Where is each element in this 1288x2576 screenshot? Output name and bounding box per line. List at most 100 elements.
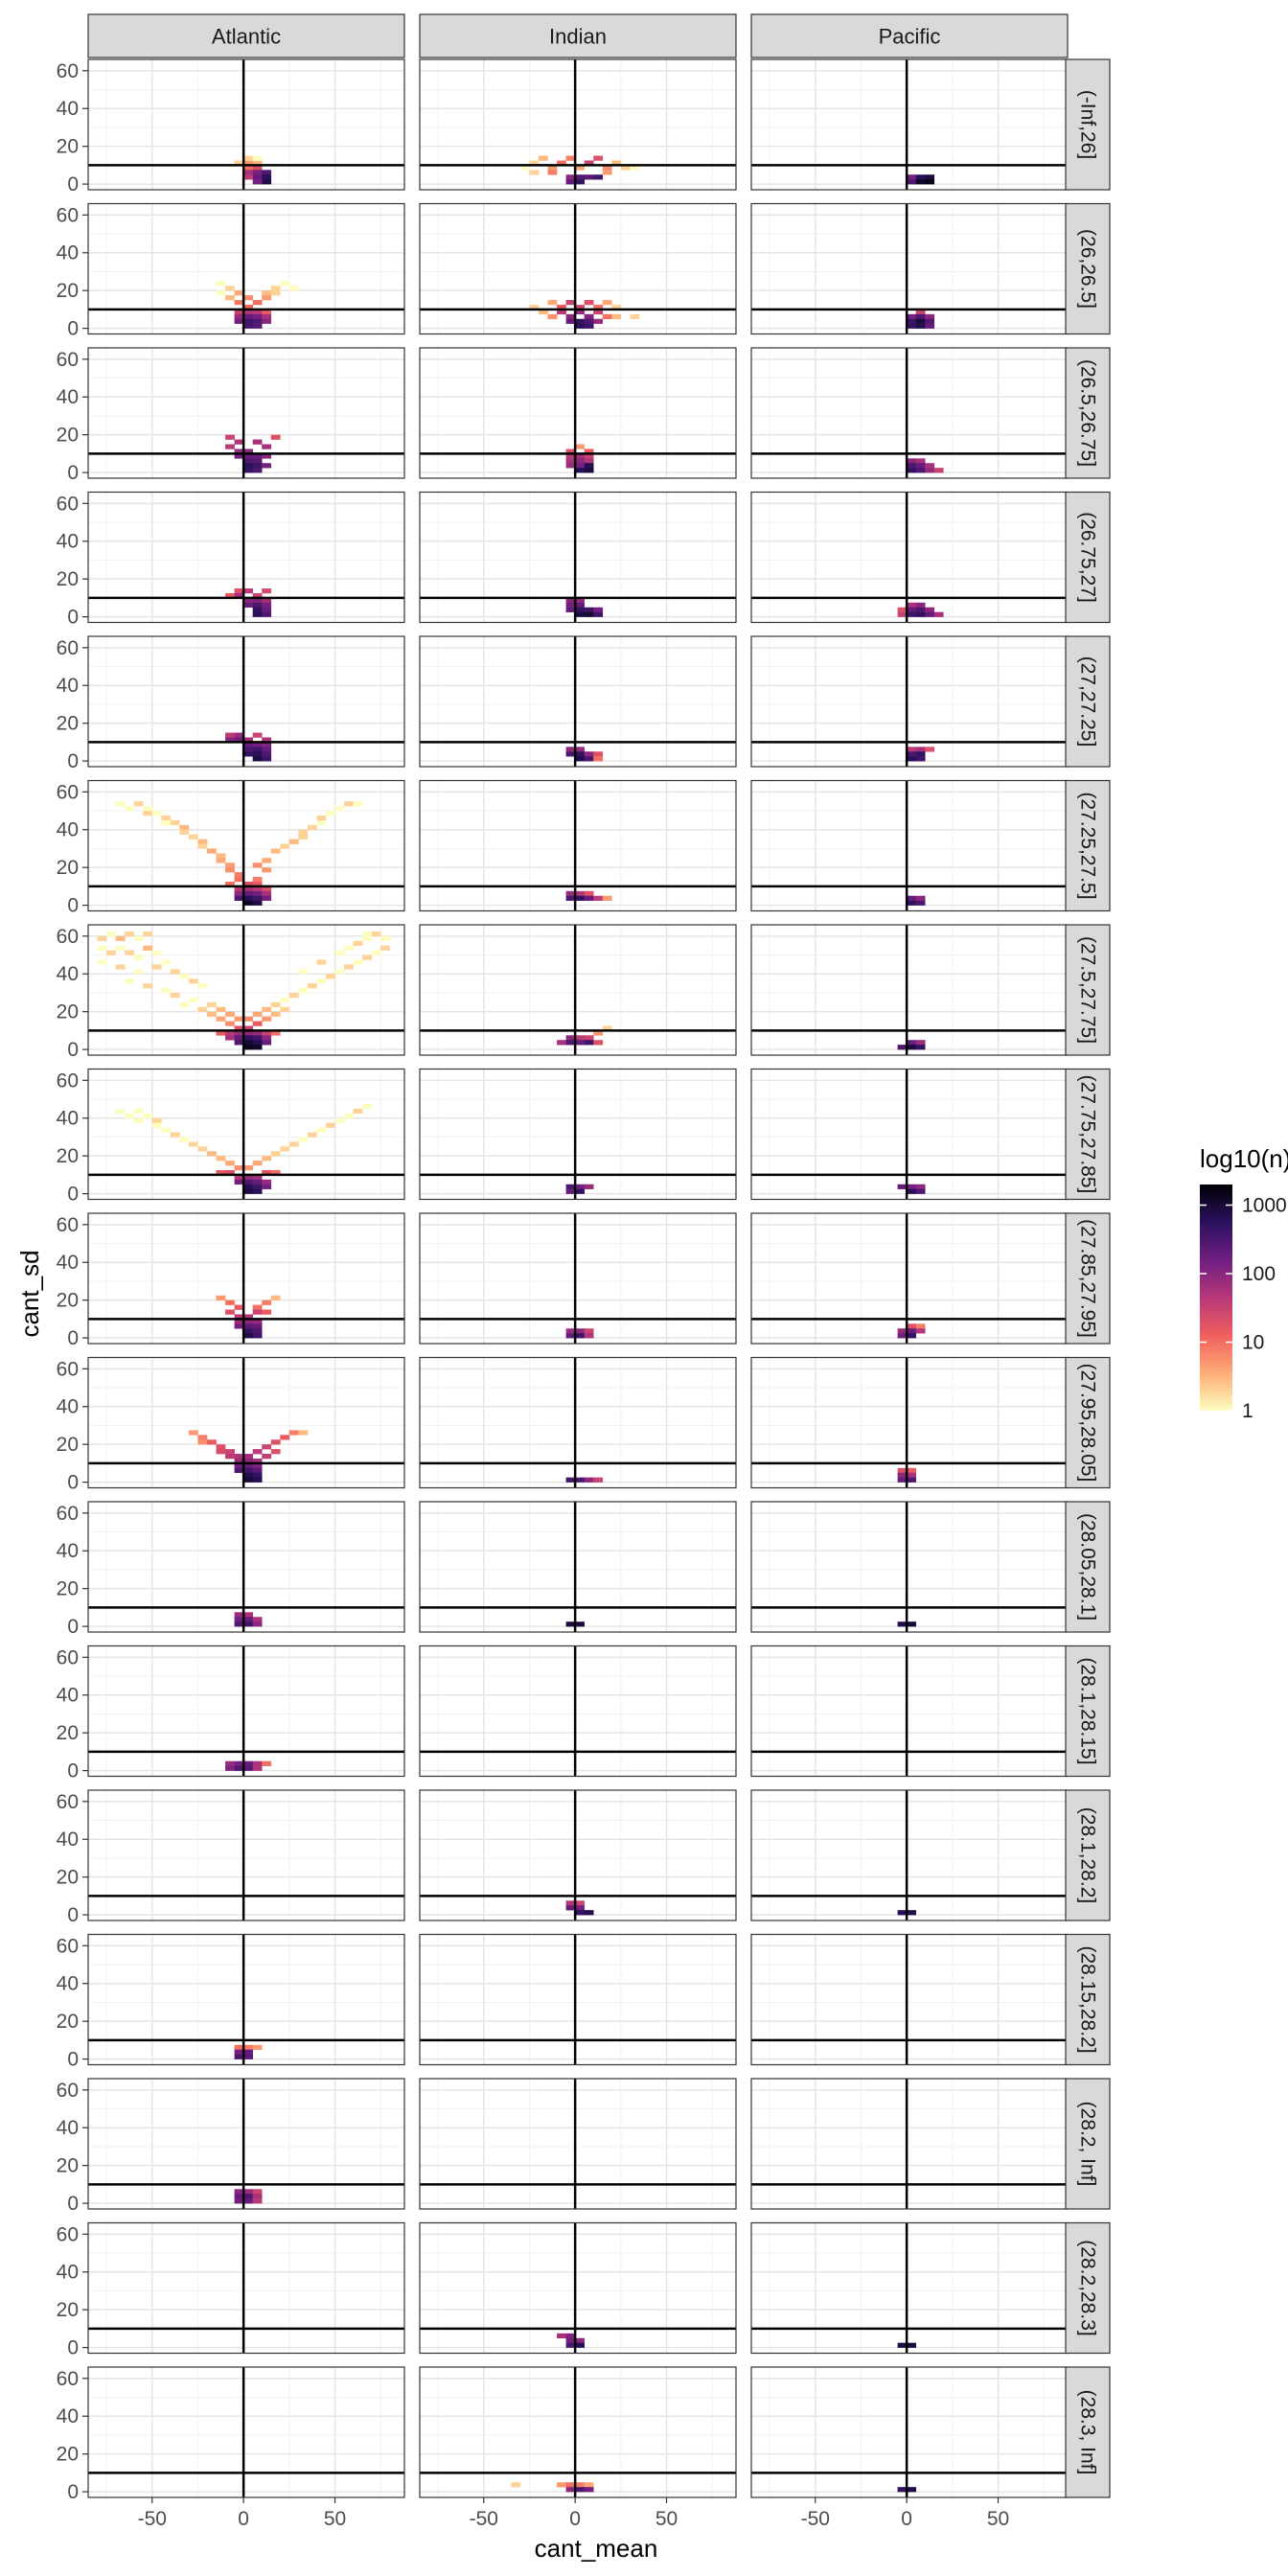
heatmap-tile [252, 592, 263, 599]
y-tick-label: 40 [57, 819, 79, 841]
heatmap-tile [529, 170, 540, 175]
heatmap-tile [897, 1467, 908, 1474]
legend-colorbar [1200, 1184, 1232, 1411]
heatmap-tile [151, 950, 162, 955]
heatmap-tile [915, 1188, 926, 1194]
y-tick-label: 0 [67, 1184, 79, 1206]
heatmap-tile [143, 1113, 153, 1119]
heatmap-tile [593, 611, 604, 617]
heatmap-tile [243, 1622, 253, 1627]
heatmap-tile [143, 931, 153, 937]
y-axis-row-15: 0 20 40 60 [57, 2223, 88, 2359]
heatmap-tile [151, 1122, 162, 1128]
x-axis-col-1: -50 0 50 [470, 2497, 678, 2530]
heatmap-tile [529, 304, 540, 310]
heatmap-tile [252, 179, 263, 185]
panel-0-2 [750, 58, 1069, 191]
heatmap-tile [151, 964, 162, 970]
heatmap-tile [316, 959, 327, 965]
panel-2-0 [87, 347, 405, 479]
heatmap-tile [234, 2049, 244, 2055]
heatmap-tile [262, 1309, 272, 1315]
heatmap-tile [243, 1472, 253, 1478]
heatmap-tile [575, 1035, 585, 1041]
heatmap-tile [252, 1765, 263, 1771]
panel-background [751, 1357, 1068, 1488]
heatmap-tile [584, 1035, 594, 1041]
heatmap-tile [225, 444, 235, 449]
heatmap-tile [362, 954, 372, 960]
heatmap-tile [565, 174, 576, 180]
heatmap-tile [288, 286, 299, 291]
heatmap-tile [565, 1622, 576, 1627]
y-tick-label: 20 [57, 1001, 79, 1024]
panel-border [419, 924, 737, 1056]
panel-7-2 [750, 1068, 1069, 1201]
heatmap-tile [234, 1040, 244, 1046]
heatmap-tile [243, 458, 253, 464]
y-axis-row-16: 0 20 40 60 [57, 2368, 88, 2503]
panel-border [419, 1356, 737, 1489]
heatmap-tile [125, 931, 134, 937]
heatmap-tile [925, 318, 935, 324]
heatmap-tile [262, 1156, 272, 1162]
row-strip-label: (26,26.5] [1077, 229, 1099, 309]
heatmap-tile [225, 1760, 235, 1766]
heatmap-tile [262, 463, 272, 469]
strip-background [1065, 1789, 1111, 1921]
row-strip-0: (-Inf,26] [1065, 58, 1111, 191]
heatmap-tile [925, 179, 935, 185]
panel-7-0 [87, 1068, 405, 1201]
heatmap-tile [602, 165, 612, 171]
heatmap-tile [915, 323, 926, 329]
legend-tick-label: 1000 [1242, 1195, 1287, 1217]
heatmap-tile [206, 1011, 217, 1017]
heatmap-tile [234, 1035, 244, 1041]
panel-border [87, 1068, 405, 1201]
y-tick-label: 0 [67, 1616, 79, 1638]
y-tick-label: 0 [67, 2049, 79, 2071]
heatmap-tile [334, 969, 345, 975]
heatmap-tile [262, 1016, 272, 1022]
heatmap-tile [262, 179, 272, 185]
heatmap-tile [243, 588, 253, 594]
heatmap-tile [907, 756, 916, 762]
heatmap-tile [243, 1765, 253, 1771]
panel-background [420, 1790, 736, 1920]
heatmap-tile [584, 1333, 594, 1339]
heatmap-tile [353, 801, 363, 807]
heatmap-tile [243, 737, 253, 743]
panel-background [420, 1645, 736, 1777]
heatmap-tile [344, 945, 354, 951]
heatmap-tile [252, 300, 263, 306]
heatmap-tile [593, 1477, 604, 1483]
row-strip-8: (27.85,27.95] [1065, 1212, 1111, 1345]
heatmap-tile [262, 174, 272, 180]
y-tick-label: 60 [57, 1791, 79, 1813]
panel-16-0 [87, 2366, 405, 2498]
heatmap-tile [252, 1011, 263, 1017]
heatmap-tile [243, 1333, 253, 1339]
heatmap-tile [584, 1910, 594, 1916]
heatmap-tile [575, 751, 585, 757]
heatmap-tile [584, 1328, 594, 1334]
row-strip-label: (27.85,27.95] [1077, 1219, 1099, 1338]
y-tick-label: 20 [57, 1867, 79, 1889]
y-axis-row-11: 0 20 40 60 [57, 1646, 88, 1782]
heatmap-tile [907, 900, 916, 906]
row-strip-12: (28.1,28.2] [1065, 1789, 1111, 1921]
heatmap-tile [280, 997, 290, 1003]
heatmap-tile [133, 954, 144, 960]
x-tick-label: 50 [324, 2508, 346, 2530]
heatmap-tile [907, 1333, 916, 1339]
heatmap-tile [565, 1035, 576, 1041]
heatmap-tile [252, 597, 263, 604]
panel-13-0 [87, 1933, 405, 2066]
row-strip-4: (27,27.25] [1065, 635, 1111, 768]
heatmap-tile [243, 1454, 253, 1460]
heatmap-tile [197, 839, 208, 844]
heatmap-tile [179, 824, 190, 831]
row-strip-1: (26,26.5] [1065, 202, 1111, 335]
heatmap-tile [243, 751, 253, 757]
heatmap-tile [557, 309, 566, 315]
